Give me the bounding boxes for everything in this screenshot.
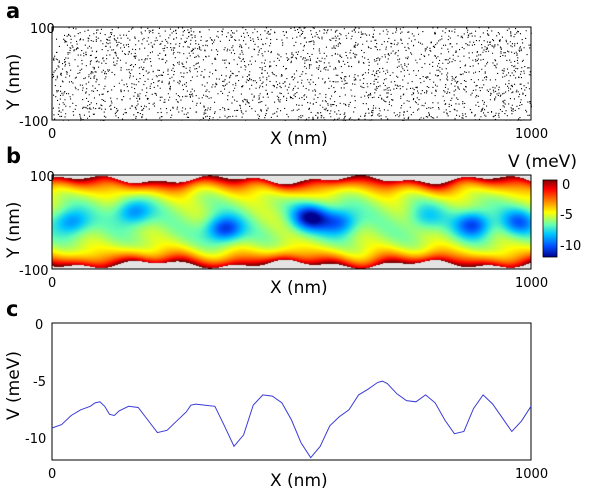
panel-c-ytick-minus10: -10 — [25, 432, 46, 447]
panel-c: c 0 -5 -10 0 1000 X (nm) V (meV) — [4, 297, 548, 491]
panel-c-ytick-0: 0 — [35, 318, 43, 333]
colorbar-tick-minus5: -5 — [560, 208, 573, 223]
panel-a-ylabel: Y (nm) — [4, 54, 24, 111]
colorbar-tick-0: 0 — [562, 178, 570, 193]
panel-b-ytick-bottom: -100 — [19, 264, 49, 279]
colorbar — [543, 180, 557, 257]
panel-a-xtick-right: 1000 — [515, 127, 548, 142]
panel-b-xlabel: X (nm) — [270, 278, 328, 298]
panel-c-ytick-minus5: -5 — [33, 375, 46, 390]
panel-c-frame — [52, 323, 531, 460]
panel-c-xtick-left: 0 — [48, 467, 56, 482]
colorbar-label: V (meV) — [508, 152, 577, 172]
potential-profile-line — [52, 381, 531, 458]
panel-c-xtick-right: 1000 — [515, 467, 548, 482]
colorbar-tick-minus10: -10 — [560, 239, 581, 254]
panel-b-ylabel: Y (nm) — [4, 202, 24, 259]
panel-b-xtick-left: 0 — [48, 276, 56, 291]
panel-b-label: b — [6, 144, 21, 168]
panel-a-xlabel: X (nm) — [270, 129, 328, 149]
panel-a-ytick-top: 100 — [30, 22, 55, 37]
panel-c-ylabel: V (meV) — [4, 351, 24, 420]
scatter-dots — [52, 27, 532, 121]
panel-b-xtick-right: 1000 — [515, 276, 548, 291]
panel-a-xtick-left: 0 — [48, 127, 56, 142]
heatmap — [52, 175, 531, 269]
panel-a: a 100 -100 0 1000 X (nm) Y (nm) — [4, 0, 548, 149]
dopant-points — [52, 27, 532, 121]
panel-c-xlabel: X (nm) — [270, 471, 328, 491]
panel-b: b 100 -100 0 1000 X (nm) Y (nm) V (meV) … — [4, 144, 581, 298]
panel-c-label: c — [6, 297, 18, 321]
panel-a-frame — [52, 27, 531, 120]
panel-a-ytick-bottom: -100 — [19, 115, 49, 130]
panel-b-ytick-top: 100 — [30, 170, 55, 185]
panel-a-label: a — [6, 0, 20, 23]
